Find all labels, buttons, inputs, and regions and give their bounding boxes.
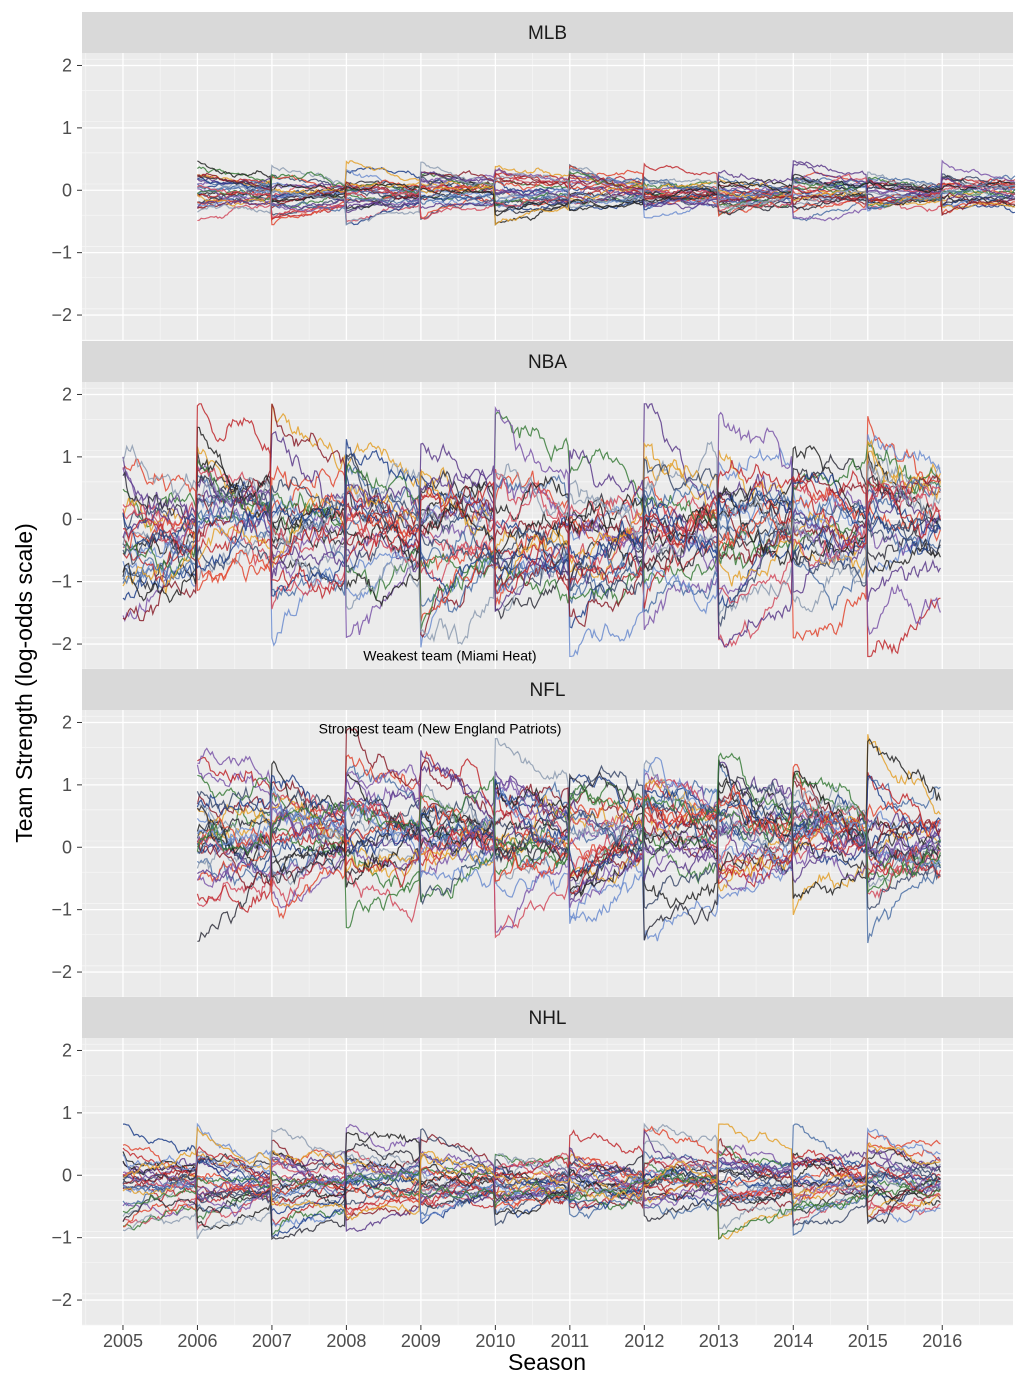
y-tick-label: 0 [62, 837, 72, 857]
y-tick-label: 0 [62, 509, 72, 529]
series-line [122, 403, 941, 595]
y-tick-label: −2 [51, 305, 72, 325]
x-tick-label: 2014 [773, 1331, 813, 1351]
series-line [197, 170, 1016, 208]
x-axis-title: Season [508, 1349, 586, 1375]
series-line [122, 469, 941, 658]
x-tick-label: 2010 [475, 1331, 515, 1351]
x-tick-label: 2007 [252, 1331, 292, 1351]
y-tick-label: 0 [62, 180, 72, 200]
series-lines [122, 403, 941, 658]
facet-strip-label: NBA [528, 352, 567, 373]
facet-strip-label: NHL [528, 1008, 566, 1029]
x-tick-label: 2008 [326, 1331, 366, 1351]
series-line [196, 764, 941, 908]
series-line [122, 454, 941, 601]
annotation-text: Strongest team (New England Patriots) [319, 720, 562, 736]
x-tick-label: 2005 [103, 1331, 143, 1351]
series-line [122, 1142, 941, 1241]
y-tick-label: −2 [51, 634, 72, 654]
series-lines [122, 1122, 941, 1241]
series-line [122, 476, 941, 595]
series-line [196, 160, 1015, 210]
facet-nhl: NHL −2 −1 0 1 2 [51, 997, 1018, 1326]
series-line [122, 458, 941, 642]
y-tick-label: −1 [51, 572, 72, 592]
y-tick-label: −2 [51, 962, 72, 982]
y-axis-title: Team Strength (log-odds scale) [11, 523, 37, 843]
annotation-text: Weakest team (Miami Heat) [363, 648, 536, 664]
x-axis-ticks: 2005 2006 2007 2008 2009 2010 2011 2012 2013 2014… [103, 1325, 962, 1351]
y-tick-label: −2 [51, 1290, 72, 1310]
series-line [122, 439, 941, 630]
y-tick-label: −1 [51, 243, 72, 263]
x-tick-label: 2011 [550, 1331, 589, 1351]
y-tick-label: 1 [62, 1103, 72, 1123]
facet-strip [82, 12, 1013, 53]
facet-strip-label: NFL [530, 680, 566, 701]
x-tick-label: 2016 [922, 1331, 962, 1351]
series-line [122, 405, 941, 639]
x-tick-label: 2006 [177, 1331, 217, 1351]
series-line [197, 175, 1016, 216]
series-line [196, 162, 1016, 214]
facet-strip-label: MLB [528, 23, 567, 44]
facet-nfl: NFL −2 −1 0 1 2 Strongest team (New England Pa… [51, 669, 1018, 998]
series-lines [196, 727, 941, 944]
series-line [197, 161, 1016, 226]
x-tick-label: 2015 [848, 1331, 888, 1351]
series-line [197, 174, 1016, 212]
series-line [122, 1147, 941, 1218]
facet-panels: MLB −2 −1 0 1 2 NBA −2 −1 0 1 2 Weakest team (Miami … [51, 12, 1018, 1326]
series-lines [196, 159, 1016, 226]
x-tick-label: 2009 [401, 1331, 441, 1351]
series-line [122, 445, 941, 568]
series-line [197, 160, 1016, 217]
y-tick-label: 2 [62, 55, 72, 75]
y-tick-label: 2 [62, 712, 72, 732]
series-line [196, 180, 1015, 226]
facet-nba: NBA −2 −1 0 1 2 Weakest team (Miami Heat) [51, 341, 1018, 670]
facet-strip [82, 341, 1013, 382]
y-tick-label: −1 [51, 900, 72, 920]
y-tick-label: −1 [51, 1228, 72, 1248]
facet-strip [82, 997, 1013, 1038]
y-tick-label: 2 [62, 1040, 72, 1060]
series-line [122, 457, 941, 628]
series-line [123, 1123, 941, 1237]
series-line [122, 448, 941, 648]
series-line [122, 1123, 941, 1221]
series-line [197, 159, 1016, 222]
y-tick-label: 1 [62, 775, 72, 795]
series-line [122, 1169, 941, 1240]
series-line [122, 1127, 941, 1240]
series-line [122, 468, 941, 649]
series-line [197, 176, 1015, 226]
series-line [122, 443, 941, 645]
x-tick-label: 2012 [624, 1331, 664, 1351]
series-line [122, 1146, 941, 1212]
y-tick-label: 0 [62, 1165, 72, 1185]
y-tick-label: 1 [62, 447, 72, 467]
series-line [122, 439, 941, 597]
facet-mlb: MLB −2 −1 0 1 2 [51, 12, 1018, 341]
series-line [197, 170, 1015, 216]
series-line [122, 416, 941, 622]
series-line [196, 752, 941, 895]
x-tick-label: 2013 [699, 1331, 739, 1351]
facet-strip [82, 669, 1013, 710]
series-line [197, 173, 1016, 220]
y-tick-label: 2 [62, 384, 72, 404]
series-line [122, 1131, 941, 1230]
y-tick-label: 1 [62, 118, 72, 138]
